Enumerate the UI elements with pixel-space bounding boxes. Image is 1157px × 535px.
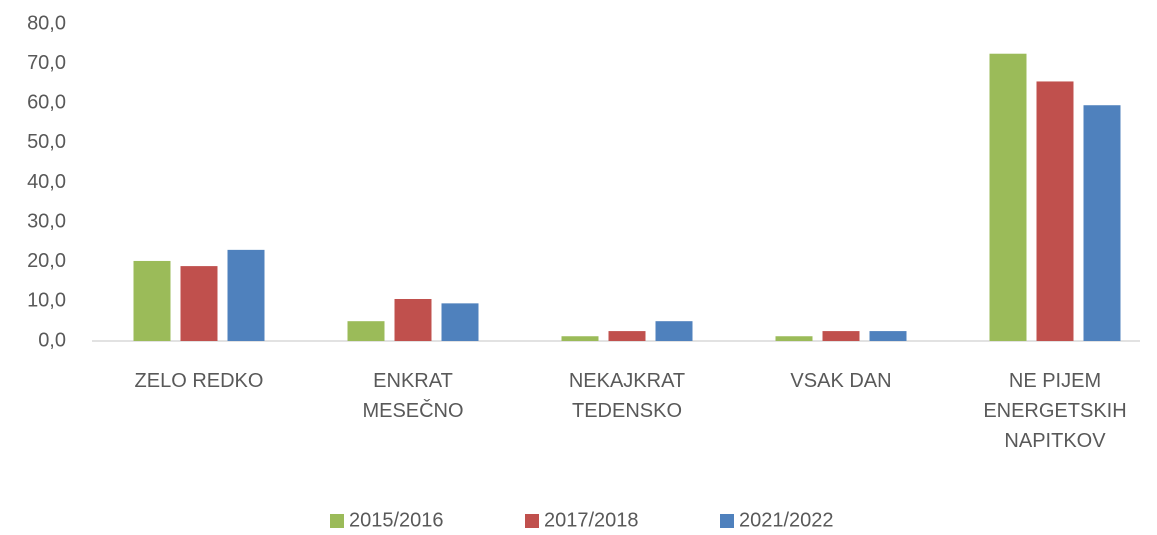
x-tick-label: NE PIJEM ENERGETSKIH NAPITKOV <box>983 370 1127 452</box>
x-tick-label: VSAK DAN <box>790 370 892 392</box>
x-tick-label: ZELO REDKO <box>134 370 264 392</box>
bar <box>347 321 385 341</box>
legend-label: 2015/2016 <box>349 509 444 531</box>
y-tick-label: 70,0 <box>27 52 66 74</box>
bar <box>180 266 218 341</box>
y-tick-label: 30,0 <box>27 210 66 232</box>
bar <box>775 336 813 341</box>
legend-label: 2021/2022 <box>739 509 834 531</box>
x-tick-label: ENKRAT MESEČNO <box>362 370 464 422</box>
bar <box>869 331 907 341</box>
y-tick-label: 80,0 <box>27 12 66 34</box>
bar <box>655 321 693 341</box>
bar <box>608 331 646 341</box>
y-tick-label: 40,0 <box>27 171 66 193</box>
legend-label: 2017/2018 <box>544 509 639 531</box>
bar <box>989 53 1027 341</box>
bar <box>1036 81 1074 342</box>
bar <box>133 260 171 341</box>
bar <box>1083 105 1121 341</box>
legend-swatch <box>720 514 734 528</box>
legend-swatch <box>525 514 539 528</box>
y-tick-label: 10,0 <box>27 290 66 312</box>
bar <box>561 336 599 341</box>
bar <box>822 331 860 341</box>
y-tick-label: 50,0 <box>27 131 66 153</box>
bar <box>227 249 265 341</box>
y-tick-label: 60,0 <box>27 92 66 114</box>
bar <box>441 303 479 341</box>
y-tick-label: 0,0 <box>38 329 66 351</box>
legend-swatch <box>330 514 344 528</box>
y-tick-label: 20,0 <box>27 250 66 272</box>
bar <box>394 298 432 341</box>
x-tick-label: NEKAJKRAT TEDENSKO <box>568 370 686 422</box>
